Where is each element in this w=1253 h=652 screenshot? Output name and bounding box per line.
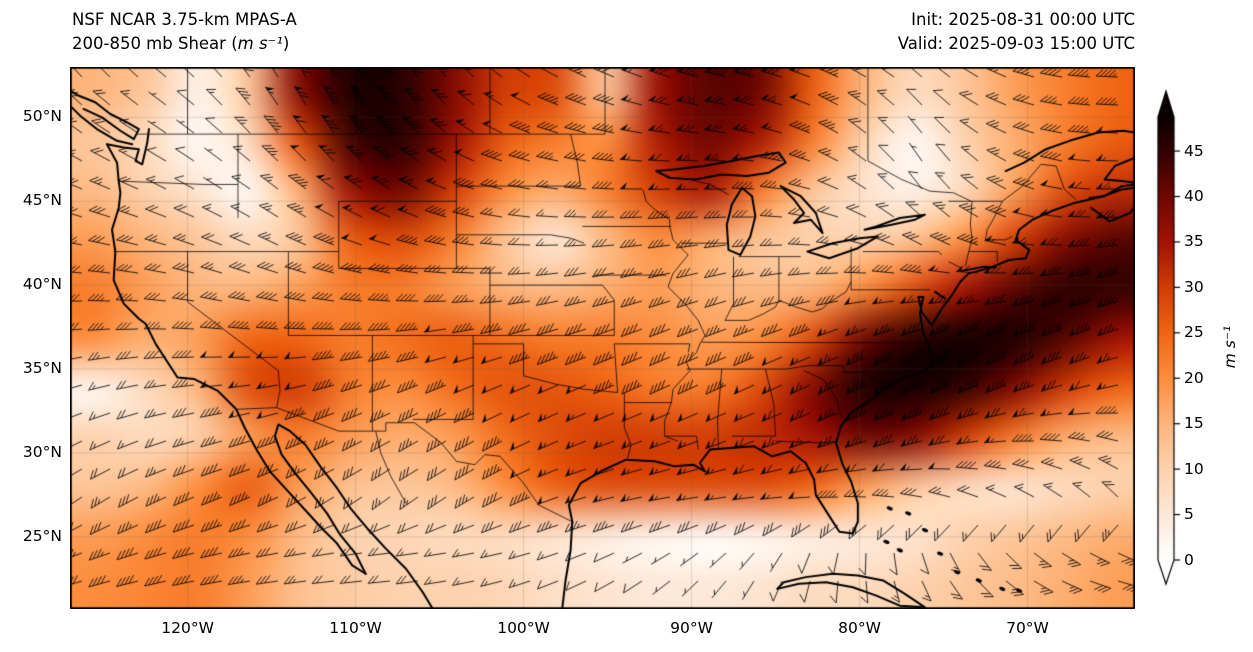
- map-title: NSF NCAR 3.75-km MPAS-A 200-850 mb Shear…: [72, 8, 297, 56]
- colorbar-tick-label: 35: [1184, 232, 1204, 251]
- colorbar-tick-label: 20: [1184, 368, 1204, 387]
- title-units: m s⁻¹: [237, 34, 283, 53]
- lat-tick-label: 35°N: [22, 359, 62, 378]
- colorbar-gradient: [1150, 84, 1240, 604]
- lon-tick-label: 70°W: [1006, 619, 1049, 637]
- lat-tick-label: 40°N: [22, 275, 62, 294]
- lat-tick-label: 45°N: [22, 191, 62, 210]
- title-line-2: 200-850 mb Shear (m s⁻¹): [72, 32, 297, 56]
- lon-tick-label: 100°W: [497, 619, 550, 637]
- title-close-paren: ): [282, 34, 290, 53]
- lon-tick-label: 90°W: [670, 619, 713, 637]
- colorbar-tick-label: 15: [1184, 414, 1204, 433]
- run-info: Init: 2025-08-31 00:00 UTC Valid: 2025-0…: [898, 8, 1135, 56]
- colorbar-tick-label: 25: [1184, 323, 1204, 342]
- title-line-1: NSF NCAR 3.75-km MPAS-A: [72, 10, 297, 29]
- colorbar-tick-label: 40: [1184, 187, 1204, 205]
- colorbar-tick-label: 45: [1184, 141, 1204, 160]
- shear-map-canvas: [70, 67, 1135, 609]
- lat-tick-label: 50°N: [22, 107, 62, 126]
- lon-tick-label: 80°W: [838, 619, 881, 637]
- init-time: Init: 2025-08-31 00:00 UTC: [911, 10, 1135, 29]
- colorbar-tick-label: 30: [1184, 277, 1204, 296]
- colorbar-unit-label: m s⁻¹: [1221, 325, 1239, 369]
- valid-time: Valid: 2025-09-03 15:00 UTC: [897, 34, 1135, 53]
- colorbar-tick-label: 0: [1184, 550, 1194, 569]
- colorbar-tick-label: 10: [1184, 459, 1204, 478]
- lat-tick-label: 30°N: [22, 442, 62, 461]
- colorbar-tick-label: 5: [1184, 505, 1194, 524]
- lon-tick-label: 110°W: [329, 619, 382, 637]
- lat-tick-label: 25°N: [22, 526, 62, 545]
- lon-tick-label: 120°W: [161, 619, 214, 637]
- title-line-2-text: 200-850 mb Shear (: [72, 34, 238, 53]
